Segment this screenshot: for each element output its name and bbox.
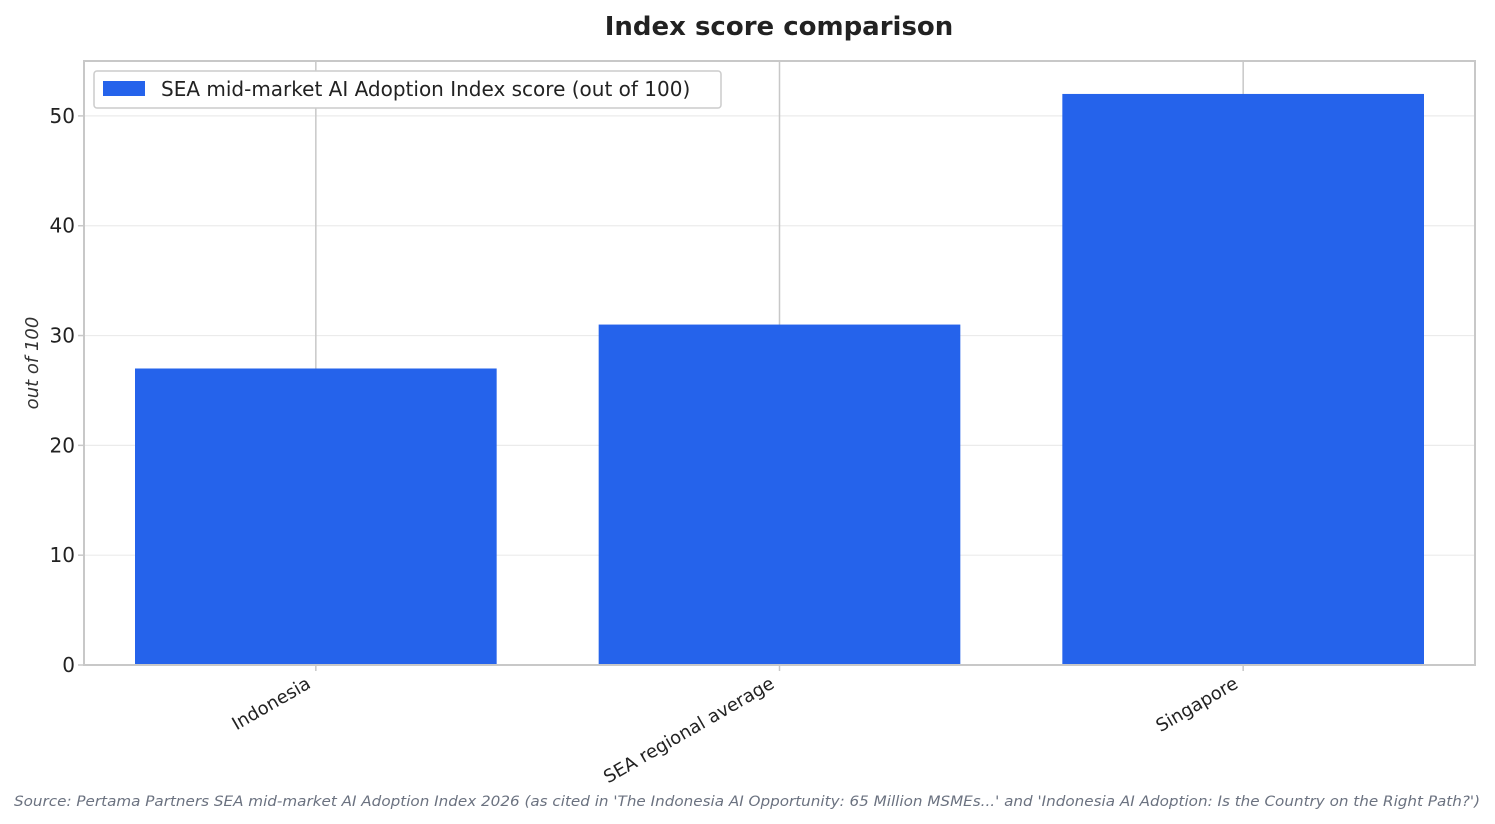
y-tick-label: 0 <box>62 653 75 677</box>
bar-series <box>135 93 1424 666</box>
y-tick-label: 30 <box>50 324 75 348</box>
bar-indonesia <box>135 368 497 665</box>
legend-swatch <box>103 81 145 96</box>
y-axis-label: out of 100 <box>22 317 43 410</box>
legend-label: SEA mid-market AI Adoption Index score (… <box>161 77 690 101</box>
legend-box <box>93 70 722 109</box>
x-tick-label: Indonesia <box>228 673 314 735</box>
y-tick-label: 40 <box>50 214 75 238</box>
x-tick-label: SEA regional average <box>600 673 778 788</box>
bar-sea-regional-average <box>598 324 961 665</box>
x-axis-ticks: Indonesia SEA regional average Singapore <box>228 665 1244 788</box>
chart-title: Index score comparison <box>605 12 954 42</box>
source-note: Source: Pertama Partners SEA mid-market … <box>14 794 1480 810</box>
x-tick-label: Singapore <box>1153 673 1242 737</box>
y-axis-ticks: 0 10 20 30 40 50 <box>50 104 84 677</box>
legend: SEA mid-market AI Adoption Index score (… <box>93 70 722 109</box>
y-tick-label: 50 <box>50 104 75 128</box>
y-tick-label: 20 <box>50 433 75 457</box>
bar-singapore <box>1062 93 1424 666</box>
y-tick-label: 10 <box>50 543 75 567</box>
